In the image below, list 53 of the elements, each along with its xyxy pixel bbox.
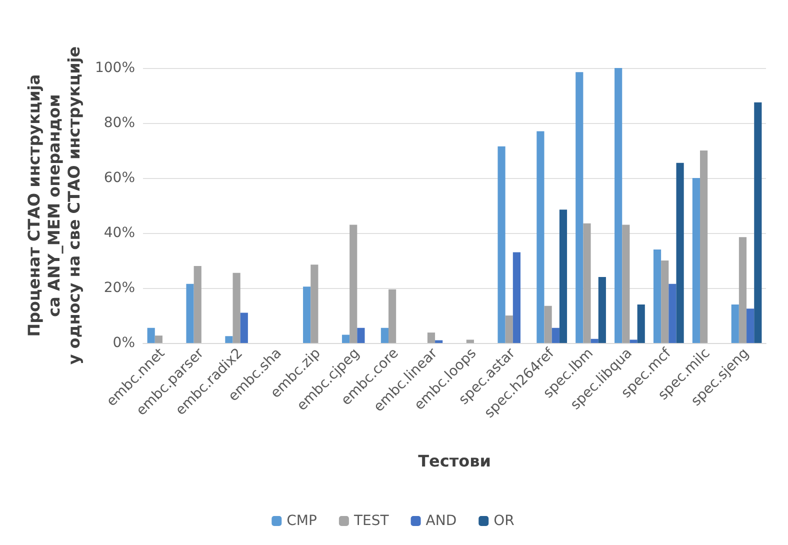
bar [536,131,544,343]
bar [498,146,506,343]
bar [505,316,513,343]
bar [614,68,622,343]
legend-label: CMP [286,513,317,529]
bar [147,328,155,343]
bar [225,336,233,343]
bar [380,328,388,343]
bar [622,224,630,343]
bar [583,223,591,343]
bar [240,312,248,343]
bar [661,260,669,343]
bar [342,334,350,343]
bar [544,306,552,343]
bar [186,284,194,343]
bar [466,340,474,343]
bar [512,252,520,343]
y-tick-label: 100% [94,60,135,76]
y-axis-title: Проценат СТАО инструкција са ANY_MEM операндом у односу на све СТАО инструкције [24,46,84,365]
x-axis-title: Тестови [418,452,491,470]
legend-label: TEST [352,513,390,529]
bar [154,336,162,343]
bar [637,304,645,343]
y-tick-label: 0% [112,335,135,351]
bar [232,272,240,343]
bar [754,102,762,343]
bar [303,286,311,343]
bar [731,304,739,343]
bar [552,328,560,343]
y-tick-label: 80% [104,115,135,131]
y-tick-label: 20% [104,280,135,296]
bar [700,150,708,343]
bar [630,340,638,343]
bar [598,277,606,343]
bar [738,237,747,343]
bar [357,328,365,343]
y-tick-label: 40% [104,225,135,241]
bar [194,266,202,343]
bar [559,210,568,343]
legend-label: OR [494,513,515,529]
bar [692,178,700,343]
bar [310,264,318,343]
bar [676,162,684,343]
bar [590,338,598,343]
bar [388,289,396,343]
bar [746,308,754,343]
y-tick-label: 60% [104,170,135,186]
bar [668,284,676,343]
bar [576,72,584,343]
bar [653,250,662,343]
bar [350,224,358,343]
bar [427,332,436,343]
legend-label: AND [426,513,457,529]
